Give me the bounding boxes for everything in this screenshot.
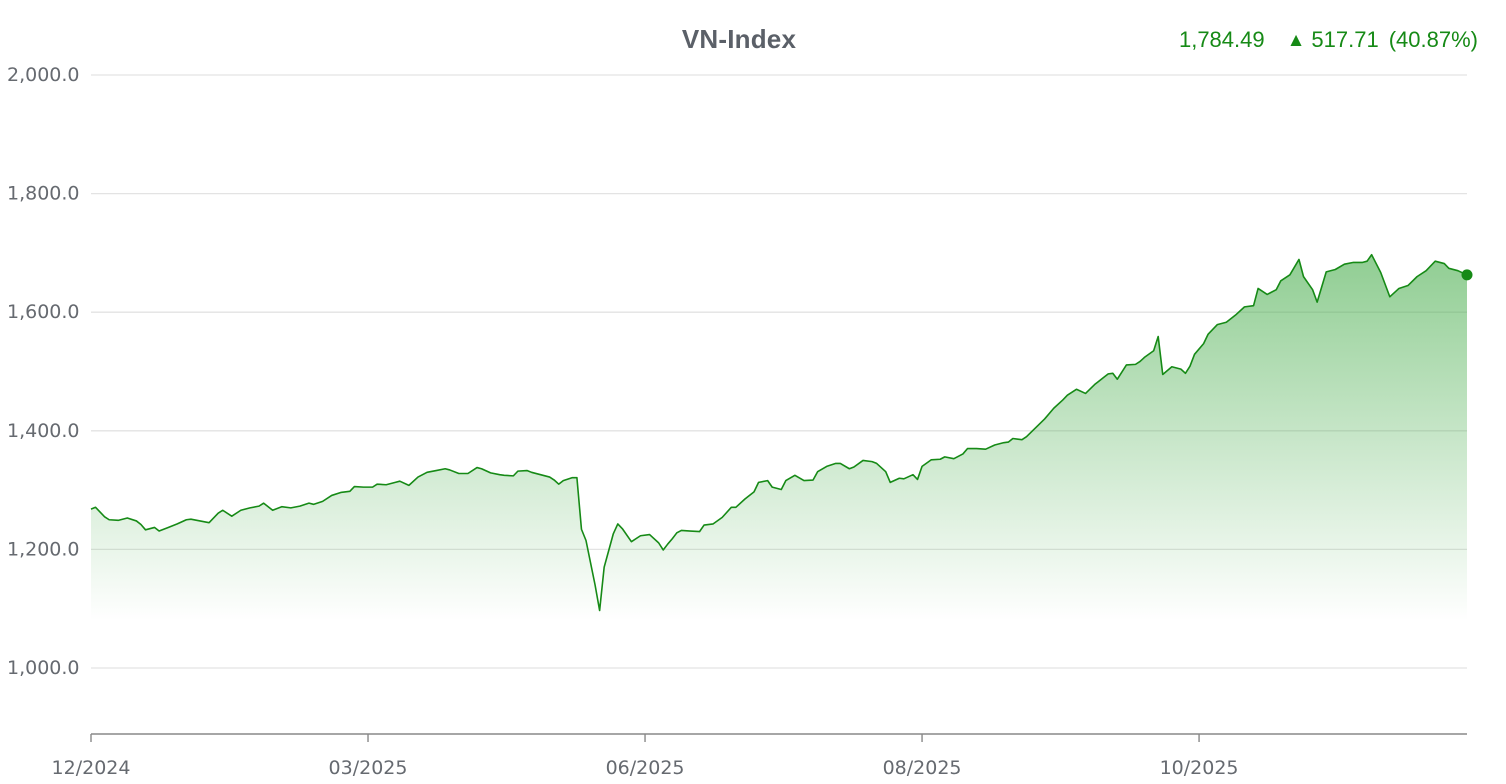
x-tick-label: 12/2024 [52,757,131,779]
last-point-marker[interactable] [1461,269,1473,281]
y-tick-label: 1,200.0 [7,538,80,560]
y-tick-label: 1,000.0 [7,657,80,679]
quote-summary: 1,784.49 ▲ 517.71 (40.87%) [1179,27,1478,53]
up-arrow-icon: ▲ [1286,30,1306,51]
chart-title: VN-Index [681,24,797,54]
change-percent: (40.87%) [1388,27,1478,52]
last-value: 1,784.49 [1178,27,1265,52]
x-tick-label: 10/2025 [1160,757,1239,779]
y-tick-label: 1,400.0 [7,420,80,442]
x-tick-label: 03/2025 [329,757,408,779]
series-line [90,253,1468,612]
x-tick-label: 08/2025 [883,757,962,779]
y-tick-label: 1,800.0 [7,183,80,205]
area-fill [91,254,1467,621]
x-tick-label: 06/2025 [606,757,685,779]
change-value: 517.71 [1311,27,1379,52]
y-tick-label: 1,600.0 [7,301,80,323]
y-tick-label: 2,000.0 [7,64,80,86]
